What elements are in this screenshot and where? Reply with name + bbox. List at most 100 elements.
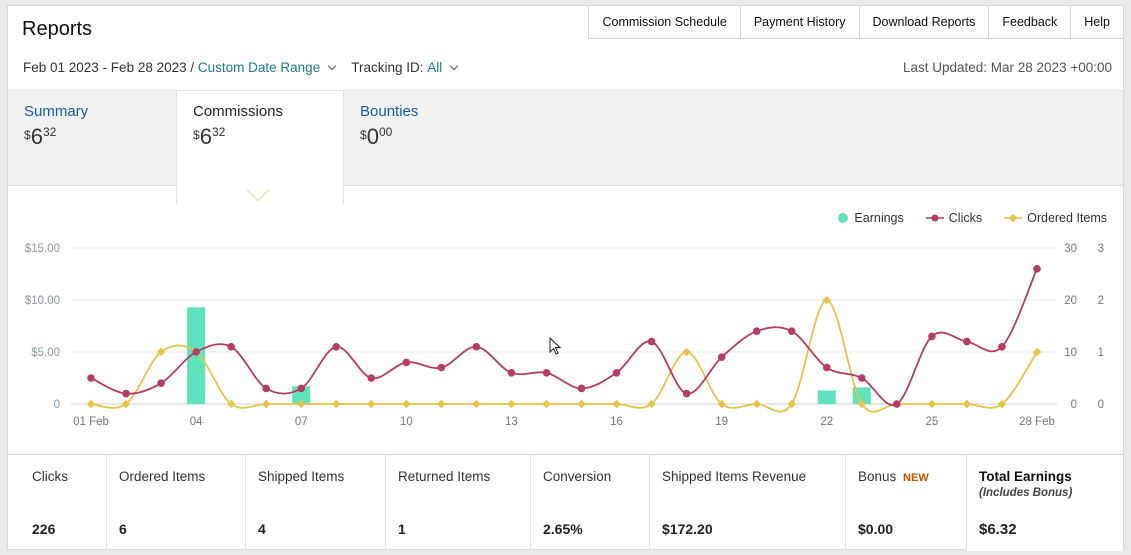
ordered-items-point: [437, 399, 446, 409]
ordered-items-point: [752, 399, 761, 409]
stat-value: $6.32: [979, 521, 1017, 538]
stat-ordered-items: Ordered Items 6: [107, 455, 246, 551]
y-left-tick-label: 0: [54, 399, 60, 411]
clicks-point: [437, 363, 446, 372]
y-right-tick-label: 10: [1064, 347, 1077, 359]
ordered-items-point: [296, 399, 306, 409]
ordered-items-point: [332, 399, 341, 409]
tracking-id-label: Tracking ID:: [351, 60, 424, 75]
clicks-point: [1033, 265, 1041, 273]
clicks-point: [858, 374, 866, 382]
earnings-dot-icon: [838, 213, 849, 223]
clicks-point: [87, 374, 95, 382]
stat-label: Total Earnings (Includes Bonus): [979, 469, 1112, 499]
help-button[interactable]: Help: [1084, 15, 1110, 29]
currency-symbol: $: [193, 128, 200, 142]
amount-cents: 32: [42, 125, 57, 139]
earnings-bar: [817, 390, 836, 404]
x-tick-label: 07: [295, 416, 308, 428]
earnings-chart: $15.00 30 3$10.00 20 2$5.00 10 10 0 001 Feb 04 07 1…: [25, 243, 1104, 428]
clicks-point: [297, 384, 306, 393]
stat-label: Shipped Items: [258, 469, 345, 484]
x-tick-label: 01 Feb: [73, 416, 109, 428]
stat-label: Conversion: [543, 469, 612, 484]
y-left-tick-label: $10.00: [25, 295, 60, 307]
legend-earnings[interactable]: Earnings: [838, 211, 904, 225]
stat-value: 226: [32, 521, 56, 537]
x-tick-label: 19: [715, 416, 728, 428]
x-tick-label: 13: [505, 416, 518, 428]
clicks-point: [367, 374, 376, 382]
tracking-id-dropdown[interactable]: All: [427, 60, 443, 75]
currency-symbol: $: [24, 128, 31, 142]
y-left-tick-label: $15.00: [25, 243, 60, 255]
feedback-button[interactable]: Feedback: [989, 6, 1072, 38]
last-updated-text: Last Updated: Mar 28 2023 +00:00: [902, 60, 1112, 75]
ordered-items-point: [542, 399, 551, 409]
ordered-items-point: [156, 347, 166, 357]
ordered-items-point: [682, 347, 691, 357]
stat-value: 6: [119, 521, 127, 537]
stat-total-earnings: Total Earnings (Includes Bonus) $6.32: [967, 455, 1123, 551]
commission-schedule-button[interactable]: Commission Schedule: [589, 6, 741, 38]
total-earnings-label: Total Earnings: [979, 469, 1072, 484]
clicks-point: [507, 369, 516, 377]
clicks-point: [928, 332, 936, 341]
legend-ordered-items[interactable]: Ordered Items: [1004, 211, 1107, 225]
chevron-down-icon[interactable]: [450, 61, 459, 70]
ordered-items-point: [612, 399, 621, 409]
ordered-items-line-icon: [1004, 213, 1023, 223]
reports-panel: Reports Commission Schedule Payment Hist…: [7, 5, 1124, 551]
date-range-text: Feb 01 2023 - Feb 28 2023 /: [23, 60, 195, 75]
ordered-items-point: [86, 399, 96, 409]
legend-earnings-label: Earnings: [854, 211, 904, 225]
ordered-items-point: [787, 399, 796, 409]
page-title: Reports: [22, 18, 93, 40]
stat-conversion: Conversion 2.65%: [531, 455, 650, 551]
ordered-items-line: [90, 299, 1038, 413]
stat-bonus: Bonus NEW $0.00: [846, 455, 967, 551]
amount-cents: 00: [378, 125, 393, 139]
x-tick-label: 28 Feb: [1019, 416, 1055, 428]
custom-date-range-dropdown[interactable]: Custom Date Range: [197, 60, 321, 75]
ordered-items-point: [367, 399, 376, 409]
x-tick-label: 16: [610, 416, 623, 428]
x-tick-label: 04: [190, 416, 203, 428]
summary-amount: $ 6 32: [24, 124, 160, 150]
clicks-point: [577, 384, 586, 393]
y-right-tick-label: 3: [1098, 243, 1104, 255]
y-right-tick-label: 0: [1098, 399, 1104, 411]
tab-summary-label: Summary: [24, 103, 89, 120]
stat-value: $172.20: [662, 521, 713, 537]
x-tick-label: 22: [820, 416, 833, 428]
stat-returned-items: Returned Items 1: [386, 455, 531, 551]
x-tick-label: 10: [400, 416, 413, 428]
clicks-point: [157, 379, 165, 387]
new-badge: NEW: [903, 472, 929, 484]
clicks-point: [647, 337, 656, 346]
clicks-point: [998, 343, 1006, 351]
ordered-items-point: [402, 399, 411, 409]
ordered-items-point: [261, 399, 271, 409]
filters-bar: Feb 01 2023 - Feb 28 2023 / Custom Date …: [23, 60, 467, 75]
stat-shipped-items-revenue: Shipped Items Revenue $172.20: [650, 455, 846, 551]
top-nav: Commission Schedule Payment History Down…: [588, 6, 1123, 39]
clicks-point: [542, 369, 551, 377]
tab-summary[interactable]: Summary $ 6 32: [8, 91, 176, 186]
ordered-items-point: [962, 399, 972, 409]
legend-clicks[interactable]: Clicks: [925, 211, 982, 225]
ordered-items-point: [1032, 347, 1042, 357]
y-right-tick-label: 2: [1098, 295, 1104, 307]
clicks-line-icon: [925, 214, 944, 222]
clicks-point: [472, 343, 481, 351]
payment-history-button[interactable]: Payment History: [741, 6, 860, 38]
clicks-point: [402, 358, 411, 367]
tab-bounties[interactable]: Bounties $ 0 00: [344, 91, 512, 186]
chevron-down-icon[interactable]: [327, 61, 337, 70]
stat-value: 4: [258, 521, 266, 537]
clicks-point: [122, 389, 130, 398]
download-reports-button[interactable]: Download Reports: [860, 6, 990, 38]
y-right-tick-label: 20: [1064, 295, 1077, 307]
amount-cents: 32: [211, 125, 226, 139]
stat-label: Clicks: [32, 469, 68, 484]
